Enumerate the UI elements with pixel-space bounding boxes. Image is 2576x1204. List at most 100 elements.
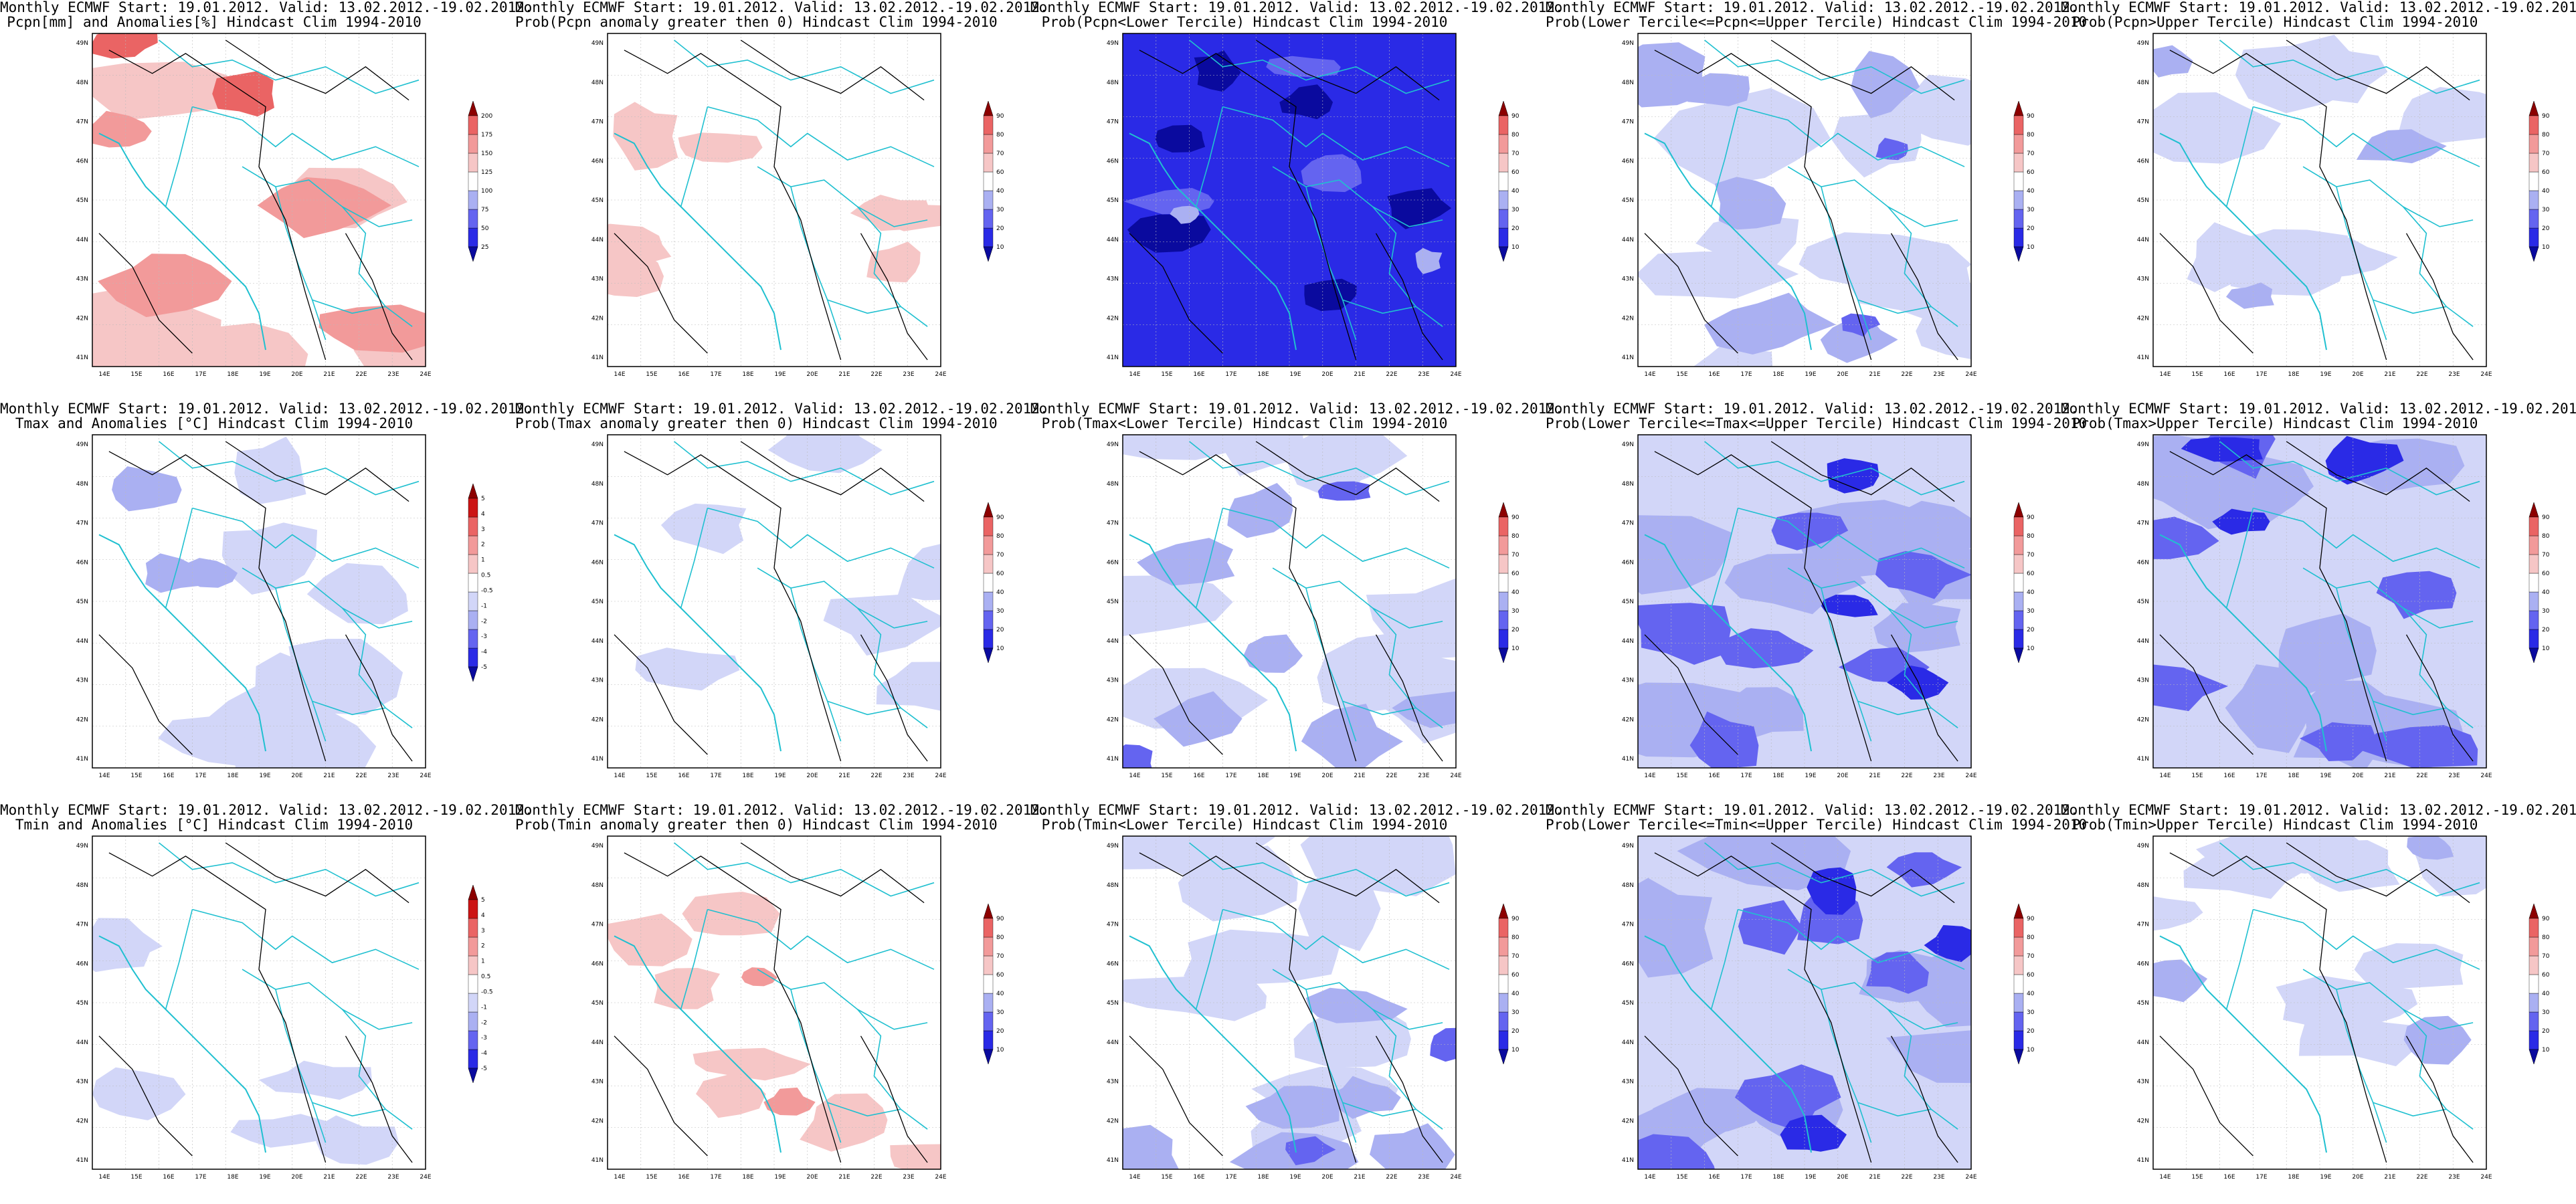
country-border (1888, 607, 1958, 629)
map-frame (1637, 835, 1972, 1170)
colorbar-segment (1498, 134, 1509, 154)
panel-title-line-2: Prob(Pcpn>Upper Tercile) Hindcast Clim 1… (2072, 14, 2478, 30)
lon-tick-label: 24E (1965, 773, 1976, 779)
country-border (827, 299, 928, 327)
colorbar-label: 80 (2027, 533, 2035, 540)
lon-tick-label: 22E (2416, 1174, 2427, 1181)
lon-tick-label: 17E (710, 1174, 721, 1181)
colorbar-segment (1498, 153, 1509, 173)
lat-tick-label: 46N (591, 961, 604, 967)
colorbar-segment (1498, 516, 1509, 536)
colorbar-label: 70 (2542, 552, 2550, 559)
anomaly-region (1873, 603, 1961, 654)
colorbar-segment (1498, 955, 1509, 975)
lon-tick-label: 17E (1225, 371, 1236, 378)
colorbar-segment (468, 629, 478, 649)
country-border (2253, 908, 2480, 970)
colorbar-label: 40 (996, 188, 1004, 195)
lon-tick-label: 14E (1644, 773, 1655, 779)
colorbar-label: 30 (1511, 207, 1520, 213)
colorbar-legend: 25 50 75 100 125 150 175 200 (468, 100, 492, 262)
lon-tick-label: 23E (387, 773, 399, 779)
country-border (342, 1009, 413, 1030)
lon-tick-label: 15E (1676, 371, 1687, 378)
lat-tick-label: 47N (1107, 922, 1119, 928)
colorbar-segment (983, 993, 994, 1013)
lon-tick-label: 16E (163, 371, 174, 378)
lat-tick-label: 45N (1622, 1000, 1634, 1007)
panel-title-line-2: Prob(Tmax<Lower Tercile) Hindcast Clim 1… (1041, 415, 1448, 431)
isoline (2159, 1035, 2253, 1157)
isoline (1654, 451, 1872, 762)
colorbar-label: 30 (2542, 608, 2550, 615)
lon-tick-label: 18E (1772, 371, 1784, 378)
lon-tick-label: 14E (614, 1174, 625, 1181)
map-canvas: 41N 42N 43N 44N 45N 46N 47N 48N 49N 14E 15E 16E 17E 1… (1107, 33, 1520, 378)
colorbar-min-arrow (1498, 647, 1509, 664)
lon-tick-label: 20E (806, 1174, 818, 1181)
colorbar-legend: 10 20 30 40 60 70 80 90 (1498, 903, 1520, 1065)
isoline (1375, 634, 1443, 762)
lon-tick-label: 20E (291, 371, 302, 378)
colorbar-label: 70 (996, 953, 1004, 960)
country-border (312, 299, 413, 327)
lat-tick-label: 45N (1107, 1000, 1119, 1007)
anomaly-region (98, 254, 232, 318)
colorbar-label: 60 (2542, 972, 2550, 979)
map-panel-r1c2: Monthly ECMWF Start: 19.01.2012. Valid: … (515, 0, 1048, 401)
lon-tick-label: 16E (1193, 773, 1204, 779)
colorbar-label: 0.5 (481, 974, 490, 981)
anomaly-region (660, 503, 747, 555)
lat-tick-label: 41N (591, 355, 604, 361)
map-panel-r2c3: Monthly ECMWF Start: 19.01.2012. Valid: … (1030, 401, 1564, 803)
colorbar-label: 20 (2027, 1028, 2035, 1035)
lon-tick-label: 14E (98, 1174, 110, 1181)
country-border (159, 842, 420, 897)
colorbar-label: 60 (996, 571, 1004, 577)
colorbar-label: 60 (996, 169, 1004, 176)
lat-tick-label: 41N (2137, 1157, 2149, 1164)
lat-tick-label: 45N (1622, 197, 1634, 204)
colorbar-label: 1 (481, 959, 485, 965)
isoline (614, 634, 708, 755)
colorbar-segment (1498, 190, 1509, 210)
colorbar-segment (468, 955, 478, 975)
lon-tick-label: 19E (1289, 773, 1301, 779)
map-panel-r2c1: Monthly ECMWF Start: 19.01.2012. Valid: … (0, 401, 533, 803)
lon-tick-label: 14E (1644, 1174, 1655, 1181)
anomaly-region (1266, 56, 1341, 78)
lon-tick-label: 21E (1354, 773, 1365, 779)
colorbar-segment (983, 610, 994, 630)
lat-tick-label: 47N (591, 520, 604, 527)
isoline (98, 1035, 193, 1157)
isoline (108, 451, 327, 762)
colorbar-max-arrow (2528, 502, 2539, 518)
colorbar-segment (468, 1030, 478, 1050)
lon-tick-label: 14E (2159, 371, 2171, 378)
panel-title-line-2: Pcpn[mm] and Anomalies[%] Hindcast Clim … (7, 14, 422, 30)
colorbar-label: -1 (481, 1004, 487, 1011)
colorbar-segment (983, 153, 994, 173)
map-canvas: 41N 42N 43N 44N 45N 46N 47N 48N 49N 14E 15E 16E 17E 1… (1107, 835, 1520, 1181)
colorbar-label: 90 (2027, 916, 2035, 922)
lat-tick-label: 44N (591, 638, 604, 645)
lat-tick-label: 41N (1622, 355, 1634, 361)
isoline (1644, 233, 1738, 354)
colorbar-segment (1498, 610, 1509, 630)
colorbar-segment (2528, 134, 2539, 154)
colorbar-label: 90 (1511, 916, 1520, 922)
lon-tick-label: 17E (710, 371, 721, 378)
country-border (2403, 206, 2474, 227)
lat-tick-label: 42N (591, 1118, 604, 1124)
lat-tick-label: 44N (1622, 1039, 1634, 1046)
map-canvas: 41N 42N 43N 44N 45N 46N 47N 48N 49N 14E 15E 16E 17E 1… (1622, 835, 2035, 1181)
anomaly-region (1184, 929, 1342, 985)
map-canvas: 41N 42N 43N 44N 45N 46N 47N 48N 49N 14E 15E 16E 17E 1… (2137, 434, 2550, 779)
colorbar-label: 10 (996, 645, 1004, 652)
lat-tick-label: 41N (76, 355, 88, 361)
anomaly-region (2403, 1015, 2472, 1065)
anomaly-region (92, 1067, 186, 1120)
lat-tick-label: 46N (1107, 158, 1119, 165)
colorbar-segment (2528, 209, 2539, 229)
isoline (225, 842, 409, 904)
